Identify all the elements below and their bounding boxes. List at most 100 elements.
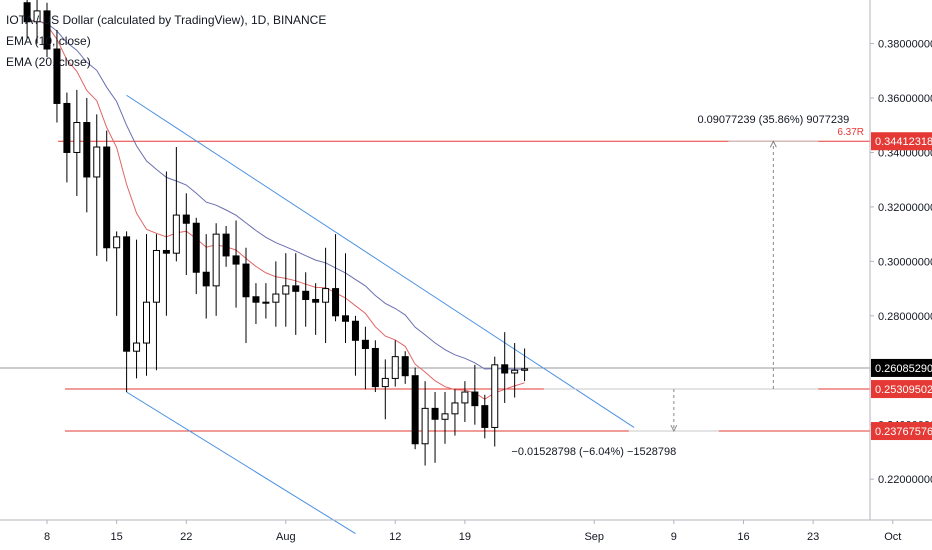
candle-body-up (73, 122, 81, 153)
level-price-badge (871, 422, 932, 441)
candle-body-down (481, 405, 489, 428)
candle (23, 0, 31, 39)
candle-body-up (282, 285, 290, 295)
time-tick-label: Sep (584, 531, 604, 543)
candle-body-down (431, 407, 439, 420)
candle-body-up (133, 342, 141, 352)
candle-body-down (471, 391, 479, 407)
price-tick-label: 0.38000000 (878, 39, 932, 51)
candle-body-down (123, 236, 131, 352)
candle-body-up (381, 377, 389, 388)
measure-label: −0.01528798 (−6.04%) −1528798 (511, 446, 676, 458)
candle (332, 234, 340, 322)
candle-body-up (451, 402, 459, 415)
candle-body-up (421, 407, 429, 445)
candle (501, 332, 509, 403)
candle-body-up (212, 233, 220, 287)
candle (441, 392, 449, 444)
time-tick-label: 9 (671, 531, 677, 543)
candle-body-down (23, 2, 31, 23)
candle-body-up (143, 301, 150, 344)
measure-arrowhead (670, 424, 678, 433)
candle-body-up (152, 249, 160, 303)
candle (242, 247, 250, 344)
time-tick-label: 15 (111, 531, 123, 543)
candle-body-down (292, 285, 300, 292)
candle-body-down (182, 214, 190, 224)
candle (471, 364, 479, 425)
candle (361, 326, 369, 390)
candle-body-down (53, 48, 61, 104)
chart-legend: IOTA / US Dollar (calculated by TradingV… (6, 10, 326, 73)
candle-body-down (351, 320, 359, 341)
candle (371, 340, 379, 393)
candle-body-down (43, 10, 51, 50)
candle (262, 283, 270, 319)
candle-body-down (103, 146, 111, 249)
level-price-text: 0.25309502 (875, 384, 932, 396)
candle (222, 225, 230, 267)
candle (511, 343, 519, 398)
candle-body-down (401, 356, 409, 377)
candle (312, 283, 320, 335)
ema10-legend[interactable]: EMA (10, close) (6, 34, 91, 48)
candle-body-up (113, 236, 121, 249)
candle-body-down (501, 364, 509, 374)
time-axis[interactable]: 8 15 22 Aug 12 19 Sep 9 16 23 Oct (44, 520, 901, 543)
candle (431, 392, 439, 463)
candle (401, 351, 409, 384)
price-tick-label: 0.36000000 (878, 93, 932, 105)
candle-body-down (83, 122, 91, 178)
time-tick-label: 8 (44, 531, 50, 543)
candle (93, 114, 101, 256)
candle-body-down (361, 339, 369, 349)
candle (381, 359, 389, 420)
candle (63, 92, 71, 183)
candle-body-up (322, 288, 330, 303)
price-tick-label: 0.32000000 (878, 202, 932, 214)
candle (123, 231, 131, 393)
candle-body-up (172, 214, 180, 254)
candle-body-down (342, 315, 349, 322)
candle (162, 171, 170, 316)
candle-body-up (272, 293, 280, 303)
candle (33, 0, 41, 44)
trend-line (126, 94, 635, 428)
last-price-badge (871, 358, 932, 377)
candle (53, 29, 61, 123)
candle (113, 231, 121, 316)
axis-price-labels: 0.34412318 6.37R 0.25309502 0.23767576 0.260… (837, 127, 932, 441)
symbol-title[interactable]: IOTA / US Dollar (calculated by TradingV… (6, 13, 327, 27)
candle-body-up (511, 369, 519, 374)
candle (143, 234, 150, 376)
candle (491, 356, 499, 447)
candle (202, 234, 210, 319)
candle (292, 253, 300, 335)
candle (342, 253, 349, 344)
candle (152, 234, 160, 371)
candles (23, 0, 529, 466)
candle (73, 89, 81, 197)
candle-body-down (242, 263, 250, 298)
time-tick-label: 16 (737, 531, 749, 543)
level-price-text: 0.23767576 (875, 426, 932, 438)
time-tick-label: 23 (807, 531, 819, 543)
candle-body-down (162, 249, 170, 254)
candle (232, 220, 240, 308)
candle (133, 239, 141, 379)
level-price-badge (871, 132, 932, 151)
candle (481, 394, 489, 439)
candle (351, 315, 359, 376)
candle-body-down (232, 255, 240, 265)
ema20-legend[interactable]: EMA (20, close) (6, 55, 91, 69)
candle (252, 283, 260, 324)
price-tick-label: 0.34000000 (878, 147, 932, 159)
candle-body-down (252, 296, 260, 303)
time-tick-label: Aug (276, 531, 296, 543)
last-price-text: 0.26085290 (875, 363, 932, 375)
candle (521, 348, 529, 382)
candle (451, 389, 459, 436)
price-tick-label: 0.30000000 (878, 256, 932, 268)
